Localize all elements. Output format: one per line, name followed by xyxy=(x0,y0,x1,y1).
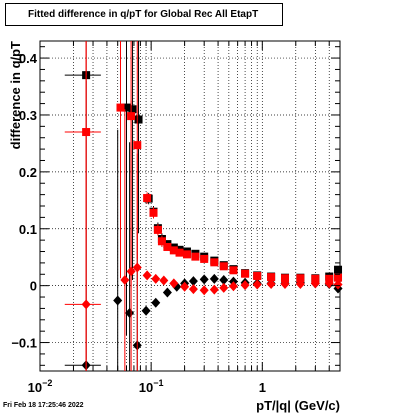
y-tick-label: −0.1 xyxy=(11,336,37,351)
square-marker xyxy=(334,265,343,274)
timestamp: Fri Feb 18 17:25:46 2022 xyxy=(3,402,84,409)
square-marker xyxy=(219,262,228,271)
diamond-marker xyxy=(169,278,179,289)
square-marker xyxy=(241,269,250,278)
y-tick-label: 0.3 xyxy=(19,108,37,123)
x-tick-label: 10−2 xyxy=(28,378,53,395)
y-tick-label: 0.4 xyxy=(19,51,38,66)
x-tick-label: 10−1 xyxy=(139,378,164,395)
data-markers xyxy=(64,41,343,371)
diamond-marker xyxy=(219,282,229,293)
chart-title-box: Fitted difference in q/pT for Global Rec… xyxy=(5,3,283,26)
grid-lines xyxy=(39,41,341,371)
diamond-marker xyxy=(120,274,130,285)
axis-ticks xyxy=(39,41,341,371)
x-tick-label: 1 xyxy=(259,380,266,395)
diamond-marker xyxy=(280,278,290,289)
diamond-marker xyxy=(159,275,169,286)
diamond-marker xyxy=(188,284,198,295)
diamond-marker xyxy=(310,278,320,289)
y-tick-label: 0 xyxy=(30,279,37,294)
square-marker xyxy=(267,273,276,282)
square-marker xyxy=(153,225,162,234)
diamond-marker xyxy=(113,295,123,306)
diamond-marker xyxy=(81,299,91,310)
diamond-marker xyxy=(162,287,172,298)
square-marker xyxy=(116,103,125,112)
square-marker xyxy=(169,246,178,255)
diamond-marker xyxy=(209,284,219,295)
y-tick-label: 0.1 xyxy=(19,222,37,237)
diamond-marker xyxy=(240,280,250,291)
square-marker xyxy=(280,274,289,283)
square-marker xyxy=(334,273,343,282)
square-marker xyxy=(143,194,152,203)
square-marker xyxy=(134,115,143,124)
y-axis-label: difference in q/pT xyxy=(8,41,23,149)
square-marker xyxy=(128,105,137,114)
square-marker xyxy=(253,271,262,280)
square-marker xyxy=(149,208,158,217)
square-marker xyxy=(182,250,191,259)
plot-frame xyxy=(39,40,341,372)
square-marker xyxy=(200,254,209,263)
diamond-marker xyxy=(295,278,305,289)
square-marker xyxy=(175,248,184,257)
diamond-marker xyxy=(151,273,161,284)
diamond-marker xyxy=(333,279,343,290)
diamond-marker xyxy=(141,305,151,316)
square-marker xyxy=(133,141,142,150)
plot-border xyxy=(39,40,341,372)
diamond-marker xyxy=(188,276,198,287)
diamond-marker xyxy=(125,307,135,318)
square-marker xyxy=(229,266,238,275)
square-marker xyxy=(157,237,166,246)
diamond-marker xyxy=(132,262,142,273)
square-marker xyxy=(210,258,219,267)
diamond-marker xyxy=(219,274,229,285)
diamond-marker xyxy=(252,279,262,290)
diamond-marker xyxy=(199,274,209,285)
square-marker xyxy=(122,103,131,112)
x-axis-label: pT/|q| (GeV/c) xyxy=(256,398,340,413)
square-marker xyxy=(163,242,172,251)
diamond-marker xyxy=(126,266,136,277)
chart-title: Fitted difference in q/pT for Global Rec… xyxy=(28,9,259,20)
diamond-marker xyxy=(266,278,276,289)
diamond-marker xyxy=(228,281,238,292)
y-tick-label: 0.2 xyxy=(19,165,37,180)
square-marker xyxy=(191,252,200,261)
diamond-marker xyxy=(209,273,219,284)
square-marker xyxy=(296,274,305,283)
diamond-marker xyxy=(199,285,209,296)
diamond-marker xyxy=(180,281,190,292)
axis-labels: 10−2 10−1 1 −0.1 0 0.1 0.2 0.3 0.4 pT/|q| (GeV/c)… xyxy=(8,41,340,413)
diamond-marker xyxy=(151,297,161,308)
diamond-marker xyxy=(142,270,152,281)
